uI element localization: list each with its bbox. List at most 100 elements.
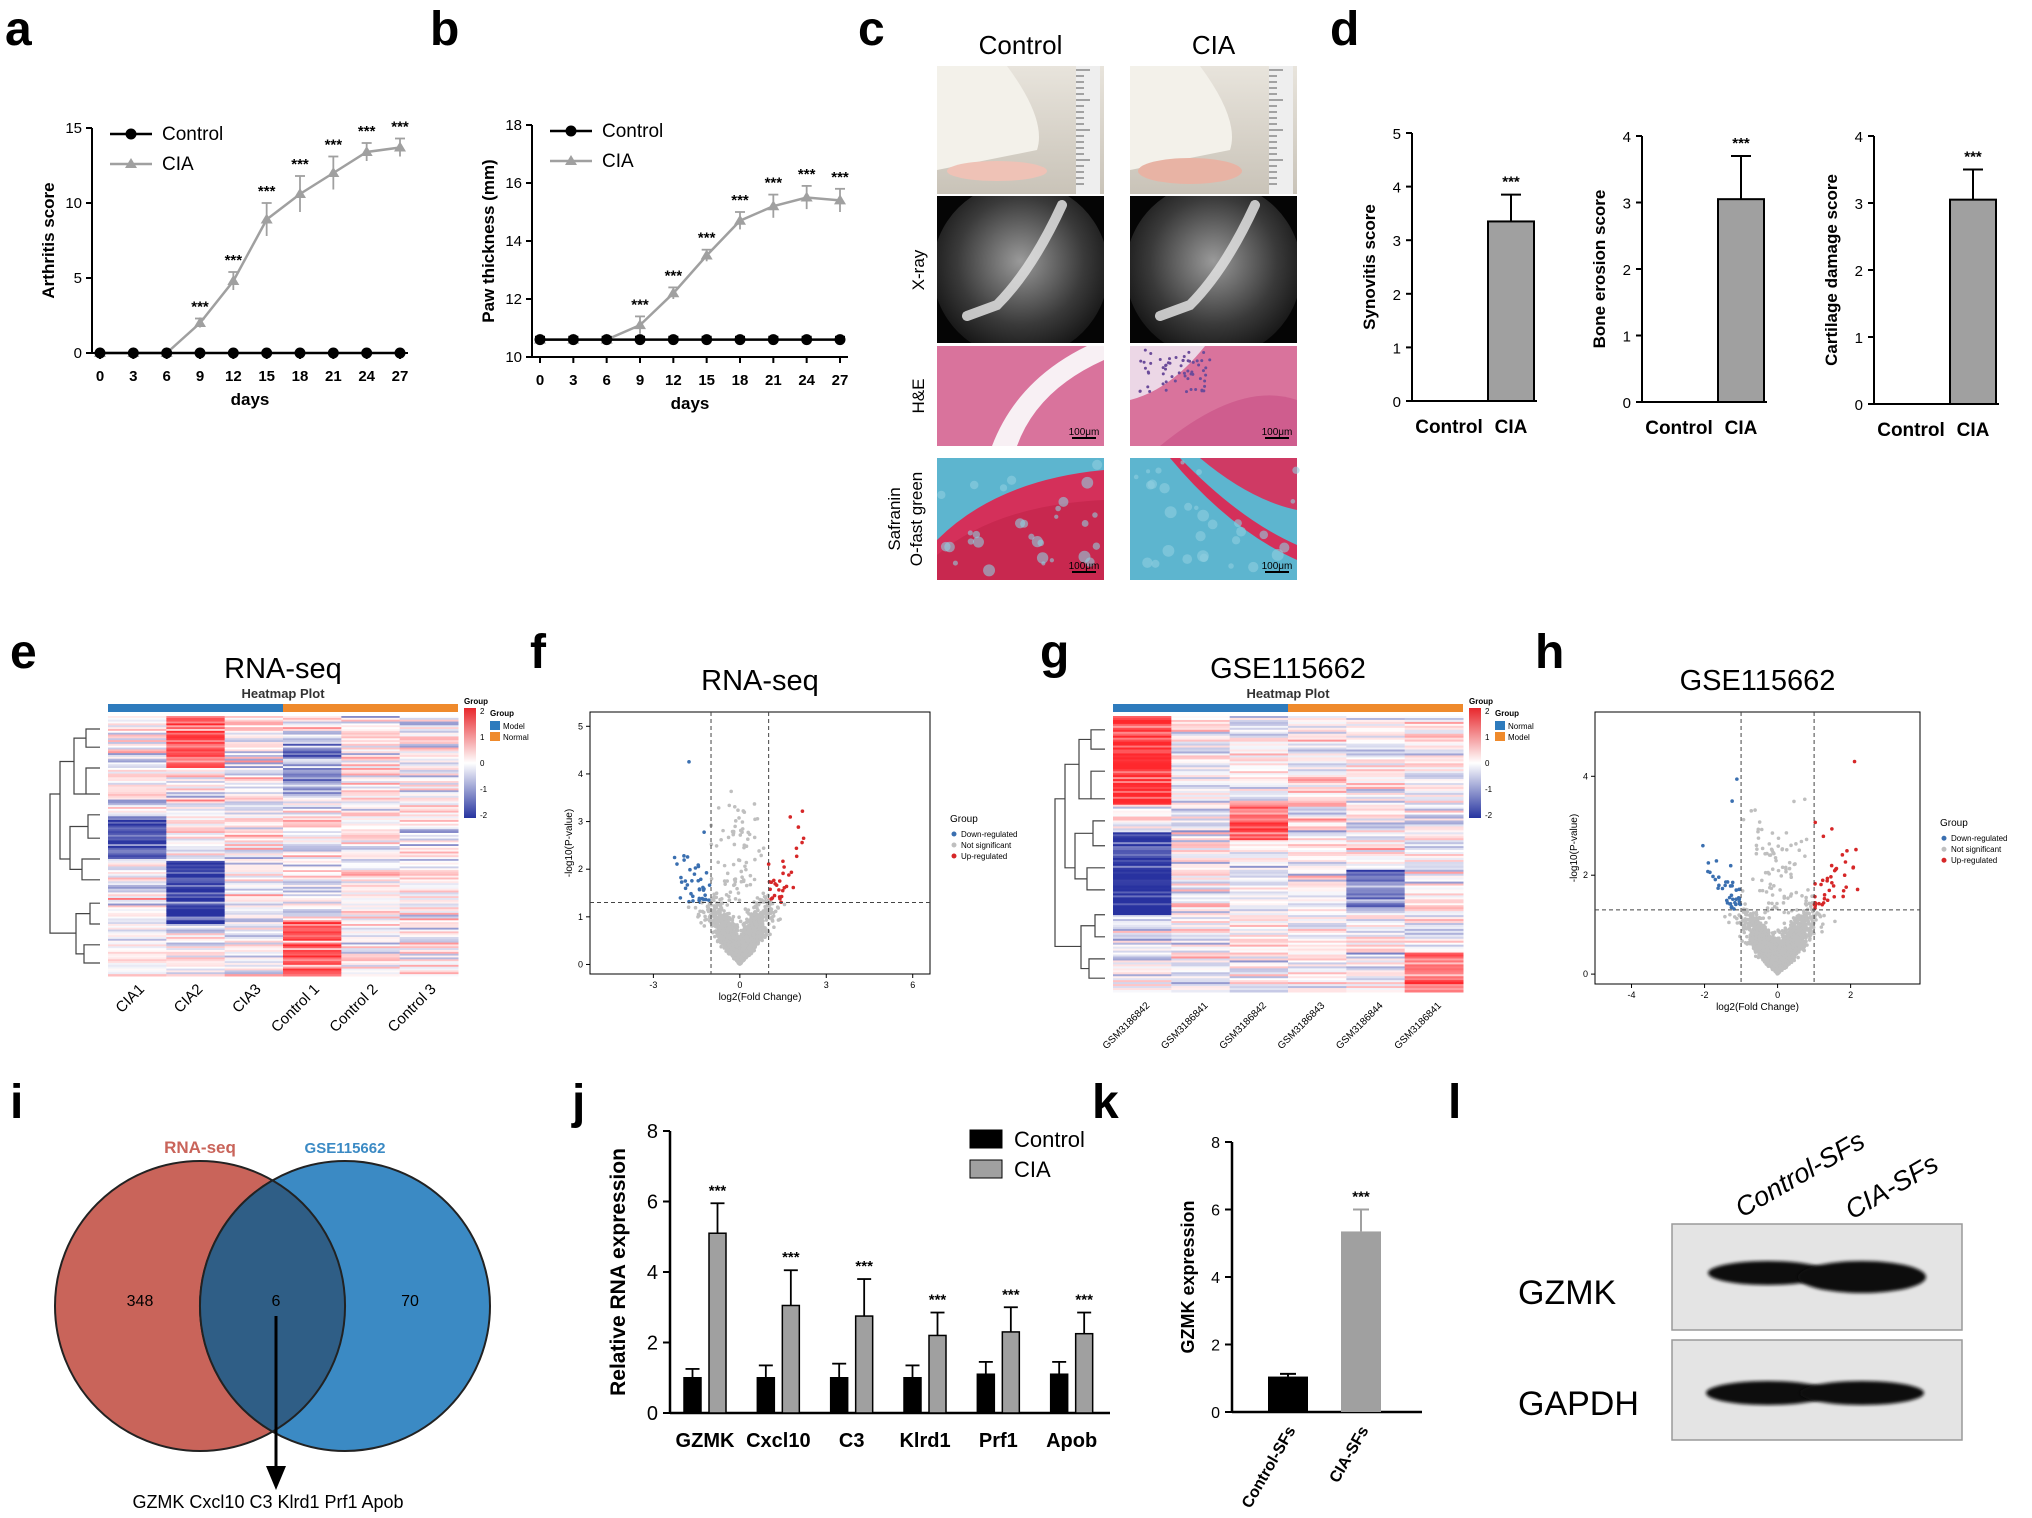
cell (283, 907, 342, 910)
texture (952, 560, 958, 566)
cell (166, 898, 226, 901)
cell (166, 786, 226, 789)
cell (399, 944, 459, 947)
cell (283, 734, 342, 737)
cell (166, 918, 226, 921)
cell (341, 866, 401, 869)
cell (224, 905, 284, 908)
cell (341, 912, 401, 916)
column-label: GSM3186841 (1393, 1000, 1445, 1052)
data-point (601, 334, 613, 346)
cell (283, 723, 342, 726)
cell (283, 760, 342, 763)
cell (108, 853, 167, 856)
cell (283, 740, 342, 743)
point (732, 926, 736, 930)
point (719, 918, 724, 923)
cell (341, 729, 401, 732)
data-point (227, 275, 240, 285)
cell (108, 790, 167, 793)
x-tick-label: 15 (258, 368, 275, 385)
cell (341, 951, 401, 955)
cell (399, 816, 459, 819)
texture (1031, 536, 1043, 548)
inflammatory-cell (1197, 363, 1201, 367)
point (756, 941, 760, 946)
volcano-title: GSE115662 (1680, 665, 1836, 697)
inflammatory-cell (1148, 389, 1152, 393)
cell (283, 797, 342, 801)
cell (283, 792, 342, 795)
cell (224, 974, 284, 977)
point (736, 858, 741, 862)
cell (341, 734, 401, 737)
cell (224, 899, 284, 903)
cell (399, 859, 459, 862)
cell (224, 734, 284, 737)
legend-marker (951, 842, 957, 848)
cell (283, 879, 342, 882)
cell (224, 873, 284, 877)
cell (399, 825, 459, 828)
cell (166, 747, 226, 750)
dendro-branch (69, 814, 100, 881)
texture (1197, 509, 1209, 522)
cell (166, 788, 226, 791)
cell (341, 719, 401, 723)
point (756, 934, 761, 939)
cell (341, 751, 401, 754)
series-line-CIA (540, 196, 841, 341)
cell (283, 768, 342, 771)
cell (166, 901, 226, 905)
cell (166, 914, 226, 918)
cell (399, 749, 459, 752)
point (719, 944, 723, 949)
cell (166, 840, 226, 843)
cell (108, 755, 167, 758)
cell (166, 875, 226, 879)
cell (283, 873, 342, 877)
cell (341, 909, 401, 912)
cell (108, 959, 167, 962)
cell (283, 777, 342, 780)
cell (108, 727, 167, 730)
panel-letter-b: b (430, 3, 459, 56)
point (682, 854, 686, 858)
inflammatory-cell (1139, 359, 1143, 363)
cell (283, 851, 342, 854)
cell (399, 823, 459, 827)
point (780, 888, 785, 893)
cell (166, 846, 226, 849)
cell (108, 914, 167, 918)
cell (341, 790, 401, 793)
cell (108, 834, 167, 838)
texture (1207, 519, 1218, 530)
inflammatory-cell (1149, 352, 1153, 356)
cell (166, 736, 226, 739)
cell (341, 940, 401, 944)
cell (399, 730, 459, 734)
cell (108, 831, 167, 834)
cell (166, 797, 226, 801)
data-point (667, 334, 679, 346)
point (703, 918, 707, 922)
cell (108, 749, 167, 752)
point (740, 830, 744, 834)
cell (224, 808, 284, 812)
point (716, 860, 720, 865)
cell (283, 868, 342, 871)
point (1791, 916, 1796, 920)
cell (341, 870, 401, 873)
cell (283, 918, 342, 921)
texture (972, 536, 984, 548)
point (720, 901, 725, 905)
cell (224, 849, 284, 853)
point (702, 924, 707, 928)
cell (224, 888, 284, 892)
cell (166, 836, 226, 840)
cell (1171, 990, 1231, 993)
cell (341, 964, 401, 968)
inflammatory-cell (1161, 382, 1165, 386)
